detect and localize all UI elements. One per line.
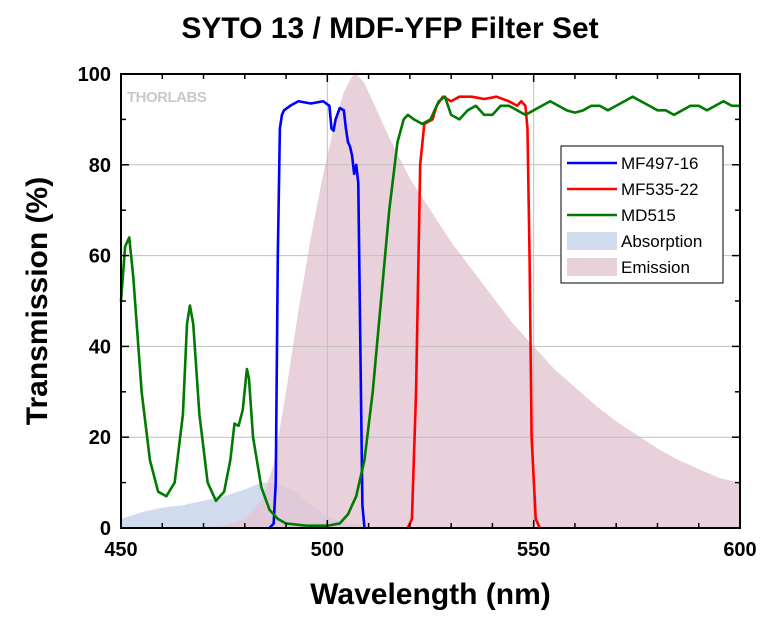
line-mf535-22 <box>406 95 542 530</box>
chart-title: SYTO 13 / MDF-YFP Filter Set <box>181 12 599 45</box>
area-emission <box>203 74 741 528</box>
line-md515 <box>119 95 742 528</box>
legend-label-mf497-16: MF497-16 <box>621 154 698 173</box>
legend-swatch-absorption <box>567 232 617 250</box>
y-tick-label: 80 <box>89 155 111 177</box>
x-tick-label: 550 <box>517 539 550 561</box>
legend-label-emission: Emission <box>621 258 690 277</box>
area-series-layer <box>121 74 741 528</box>
y-axis-title: Transmission (%) <box>21 177 54 425</box>
y-tick-label: 40 <box>89 336 111 358</box>
y-tick-label: 100 <box>78 64 111 86</box>
legend: MF497-16 MF535-22 MD515 Absorption Emission <box>560 145 724 284</box>
x-axis-title: Wavelength (nm) <box>310 578 551 611</box>
legend-label-absorption: Absorption <box>621 232 702 251</box>
x-tick-label: 450 <box>104 539 137 561</box>
line-mf497-16 <box>268 99 366 530</box>
legend-swatch-emission <box>567 258 617 276</box>
x-tick-label: 600 <box>723 539 756 561</box>
x-tick-label: 500 <box>311 539 344 561</box>
y-tick-label: 20 <box>89 427 111 449</box>
y-tick-label: 60 <box>89 246 111 268</box>
legend-label-md515: MD515 <box>621 206 676 225</box>
y-tick-label: 0 <box>100 518 111 540</box>
thorlabs-watermark: THORLABS <box>127 89 207 106</box>
ticks-layer: 450 500 550 600 0 20 40 60 80 100 <box>78 64 757 561</box>
line-series-layer <box>119 95 742 530</box>
legend-label-mf535-22: MF535-22 <box>621 180 698 199</box>
